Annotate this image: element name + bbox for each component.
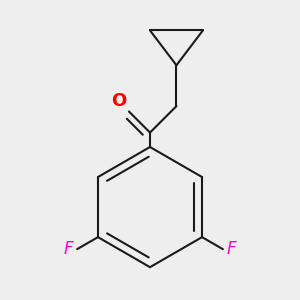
Text: F: F [226, 240, 236, 258]
Text: F: F [64, 240, 74, 258]
Text: O: O [111, 92, 126, 110]
